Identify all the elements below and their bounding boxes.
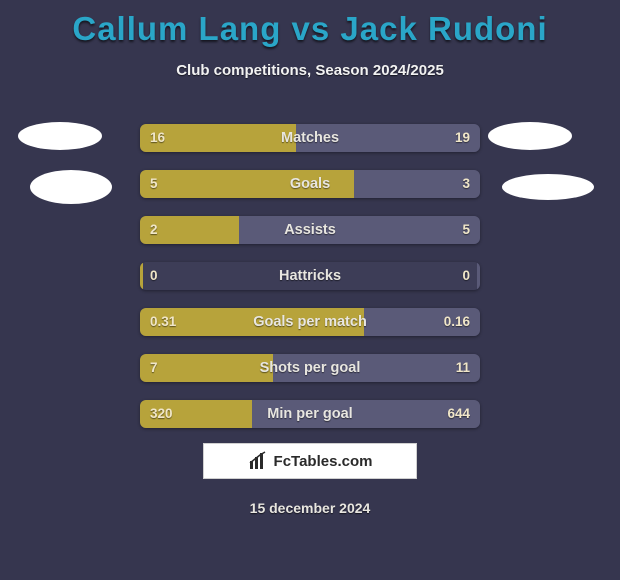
stat-row: 1619Matches <box>140 124 480 152</box>
source-badge: FcTables.com <box>203 443 417 479</box>
page-title: Callum Lang vs Jack Rudoni <box>0 0 620 48</box>
stat-label: Goals <box>140 170 480 198</box>
source-label: FcTables.com <box>274 453 373 470</box>
stat-label: Hattricks <box>140 262 480 290</box>
stat-label: Min per goal <box>140 400 480 428</box>
stat-label: Assists <box>140 216 480 244</box>
stat-row: 53Goals <box>140 170 480 198</box>
stat-row: 711Shots per goal <box>140 354 480 382</box>
position-marker-3 <box>502 174 594 200</box>
subtitle: Club competitions, Season 2024/2025 <box>0 62 620 79</box>
stat-label: Matches <box>140 124 480 152</box>
position-marker-2 <box>488 122 572 150</box>
stat-row: 25Assists <box>140 216 480 244</box>
position-marker-1 <box>30 170 112 204</box>
barchart-icon <box>248 451 268 471</box>
stat-row: 00Hattricks <box>140 262 480 290</box>
stats-container: 1619Matches 53Goals 25Assists 00Hattricks 0.… <box>140 124 480 446</box>
position-marker-0 <box>18 122 102 150</box>
date-text: 15 december 2024 <box>0 500 620 516</box>
stat-row: 320644Min per goal <box>140 400 480 428</box>
stat-label: Goals per match <box>140 308 480 336</box>
stat-row: 0.310.16Goals per match <box>140 308 480 336</box>
stat-label: Shots per goal <box>140 354 480 382</box>
